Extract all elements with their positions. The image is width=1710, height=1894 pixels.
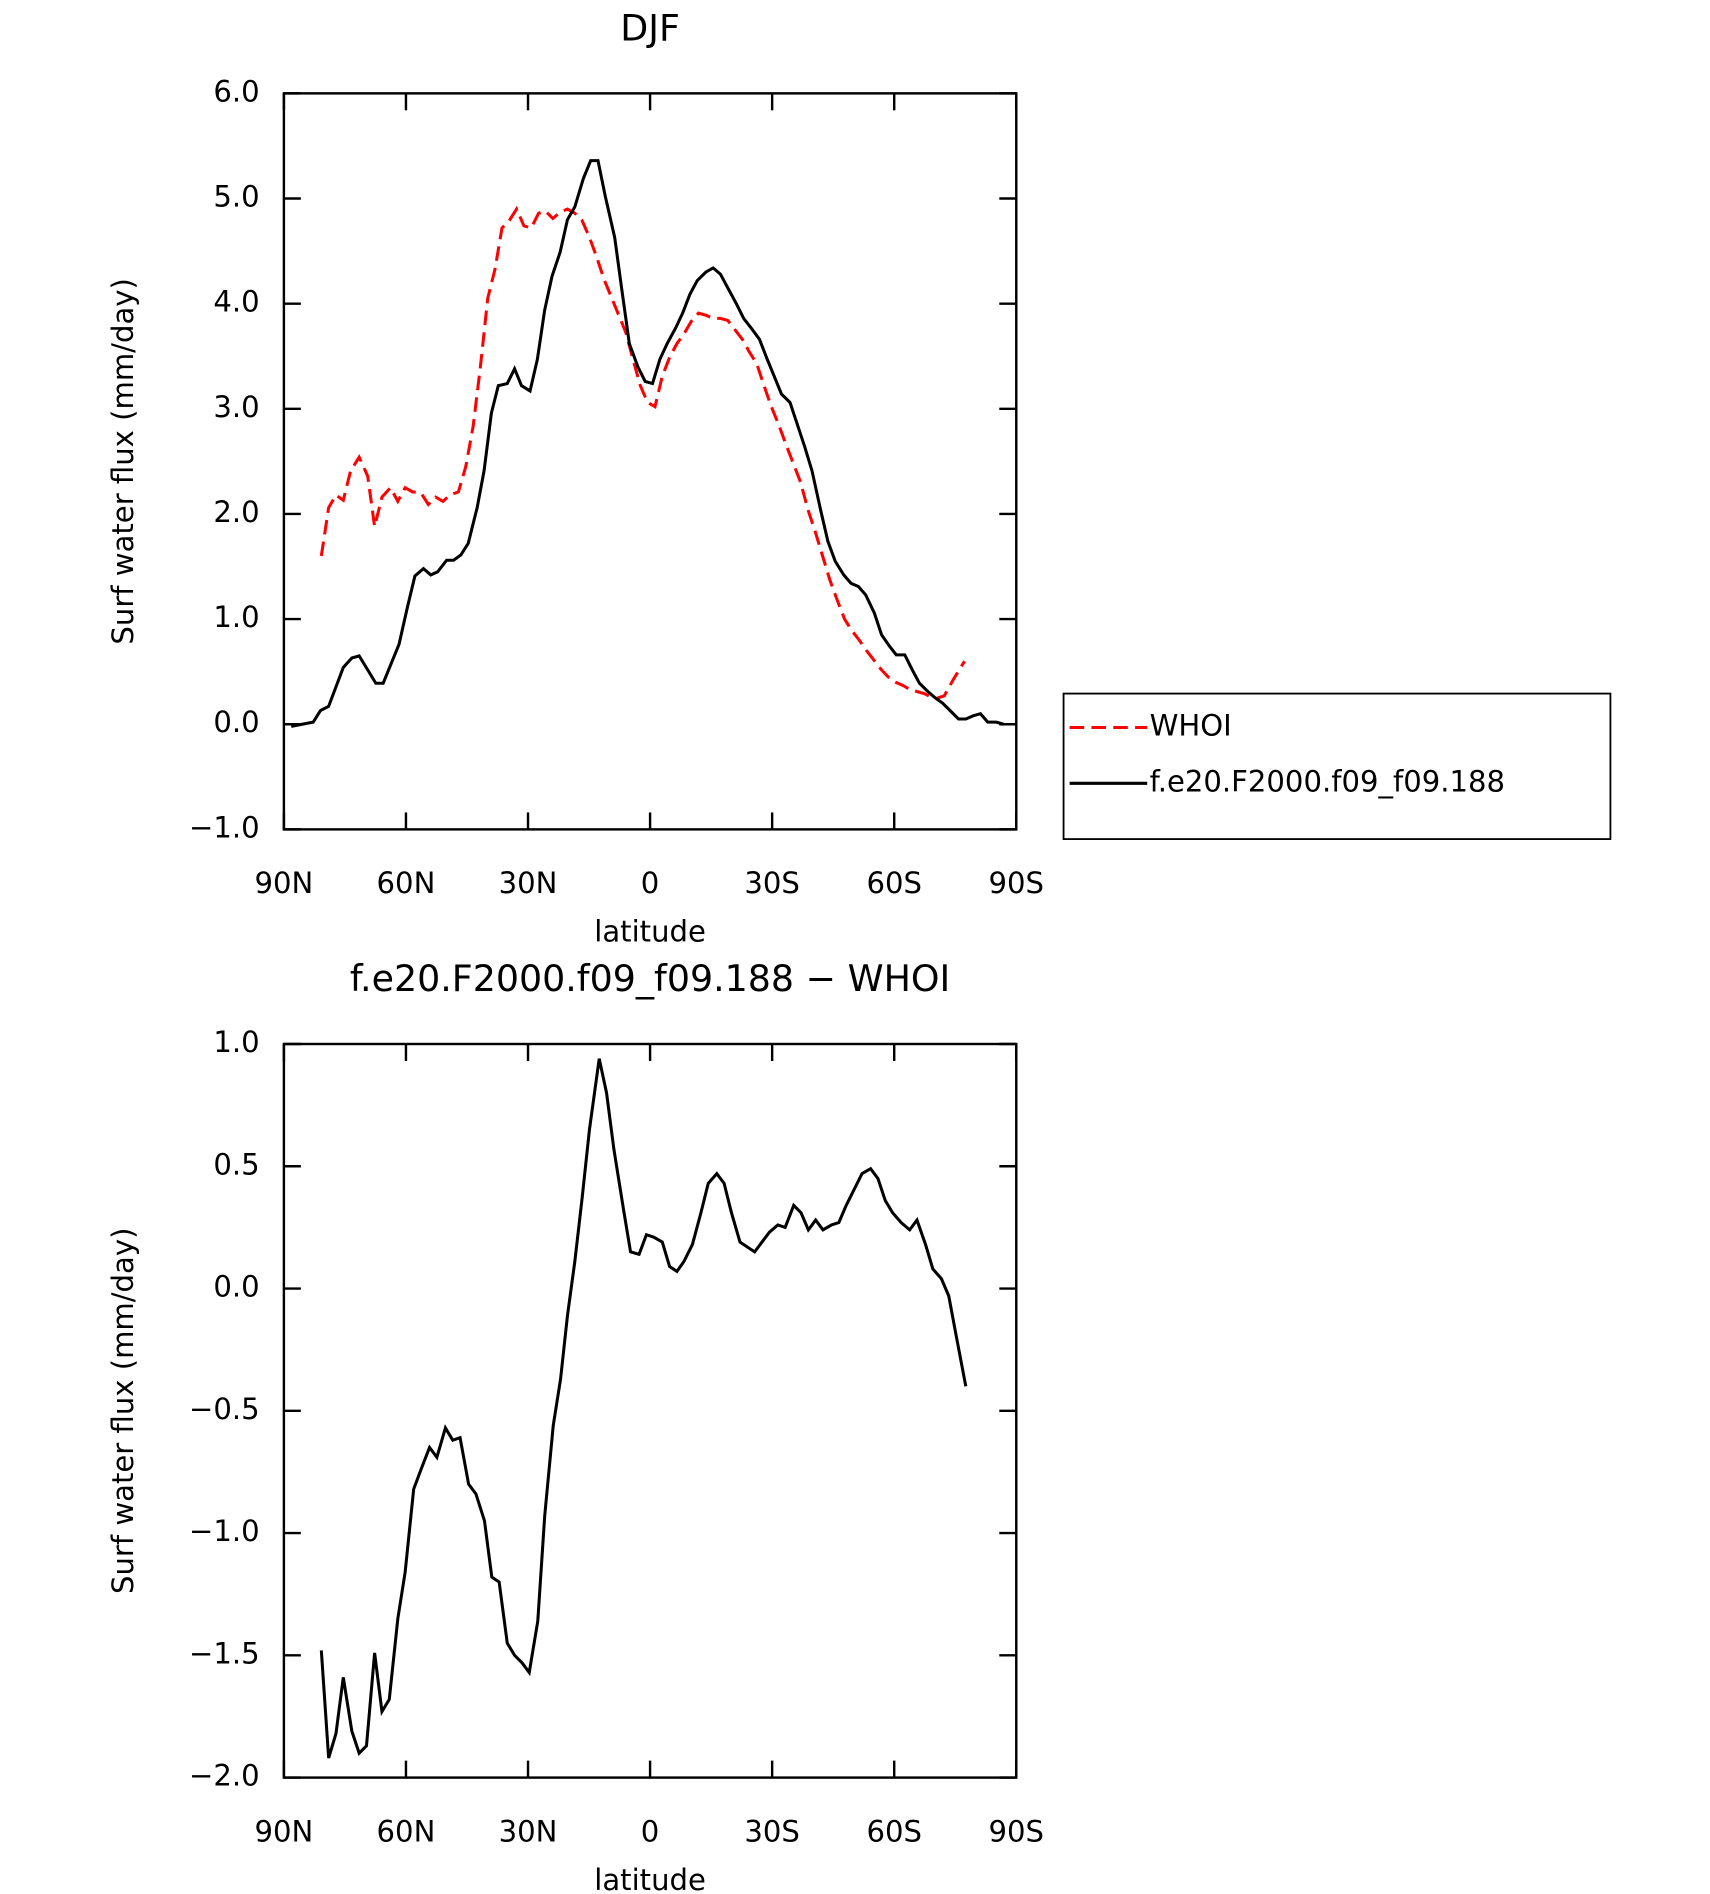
y-tick-label: −0.5: [189, 1392, 260, 1426]
y-tick-label: −1.0: [189, 810, 260, 844]
plot-frame: [282, 92, 1018, 831]
x-tick-label: 0: [641, 1814, 660, 1848]
y-tick-label: 4.0: [213, 285, 259, 319]
x-tick-label: 0: [641, 866, 660, 900]
y-tick-label: 1.0: [213, 600, 259, 634]
x-tick-label: 60S: [866, 1814, 922, 1848]
data-line: [319, 1058, 968, 1759]
y-tick-label: 6.0: [213, 74, 259, 108]
legend-box: [1062, 692, 1612, 840]
y-tick-label: 0.0: [213, 705, 259, 739]
y-tick-label: 2.0: [213, 495, 259, 529]
y-tick-label: 3.0: [213, 390, 259, 424]
y-tick-label: −1.0: [189, 1514, 260, 1548]
x-tick-label: 30S: [744, 866, 800, 900]
chart-title: f.e20.F2000.f09_f09.188 − WHOI: [350, 957, 950, 1000]
y-tick-label: −1.5: [189, 1636, 260, 1670]
x-tick-label: 60N: [377, 1814, 436, 1848]
y-tick-label: −2.0: [189, 1759, 260, 1793]
x-tick-label: 90N: [254, 1814, 313, 1848]
legend-label: f.e20.F2000.f09_f09.188: [1150, 764, 1505, 798]
x-tick-label: 60S: [866, 866, 922, 900]
x-tick-label: 30S: [744, 1814, 800, 1848]
x-tick-label: 60N: [377, 866, 436, 900]
y-axis-label: Surf water flux (mm/day): [106, 278, 140, 644]
chart-title: DJF: [620, 6, 680, 49]
x-tick-label: 30N: [499, 1814, 558, 1848]
data-line: [319, 205, 966, 701]
x-tick-label: 30N: [499, 866, 558, 900]
y-axis-label: Surf water flux (mm/day): [106, 1228, 140, 1594]
x-tick-label: 90N: [254, 866, 313, 900]
x-axis-label: latitude: [594, 1863, 706, 1894]
y-tick-label: 1.0: [213, 1025, 259, 1059]
y-tick-label: 0.5: [213, 1147, 259, 1181]
x-tick-label: 90S: [989, 866, 1045, 900]
x-axis-label: latitude: [594, 915, 706, 949]
plot-frame: [282, 1042, 1018, 1779]
x-tick-label: 90S: [989, 1814, 1045, 1848]
y-tick-label: 5.0: [213, 180, 259, 214]
legend-label: WHOI: [1150, 709, 1232, 743]
data-line: [290, 159, 1005, 728]
y-tick-label: 0.0: [213, 1270, 259, 1304]
